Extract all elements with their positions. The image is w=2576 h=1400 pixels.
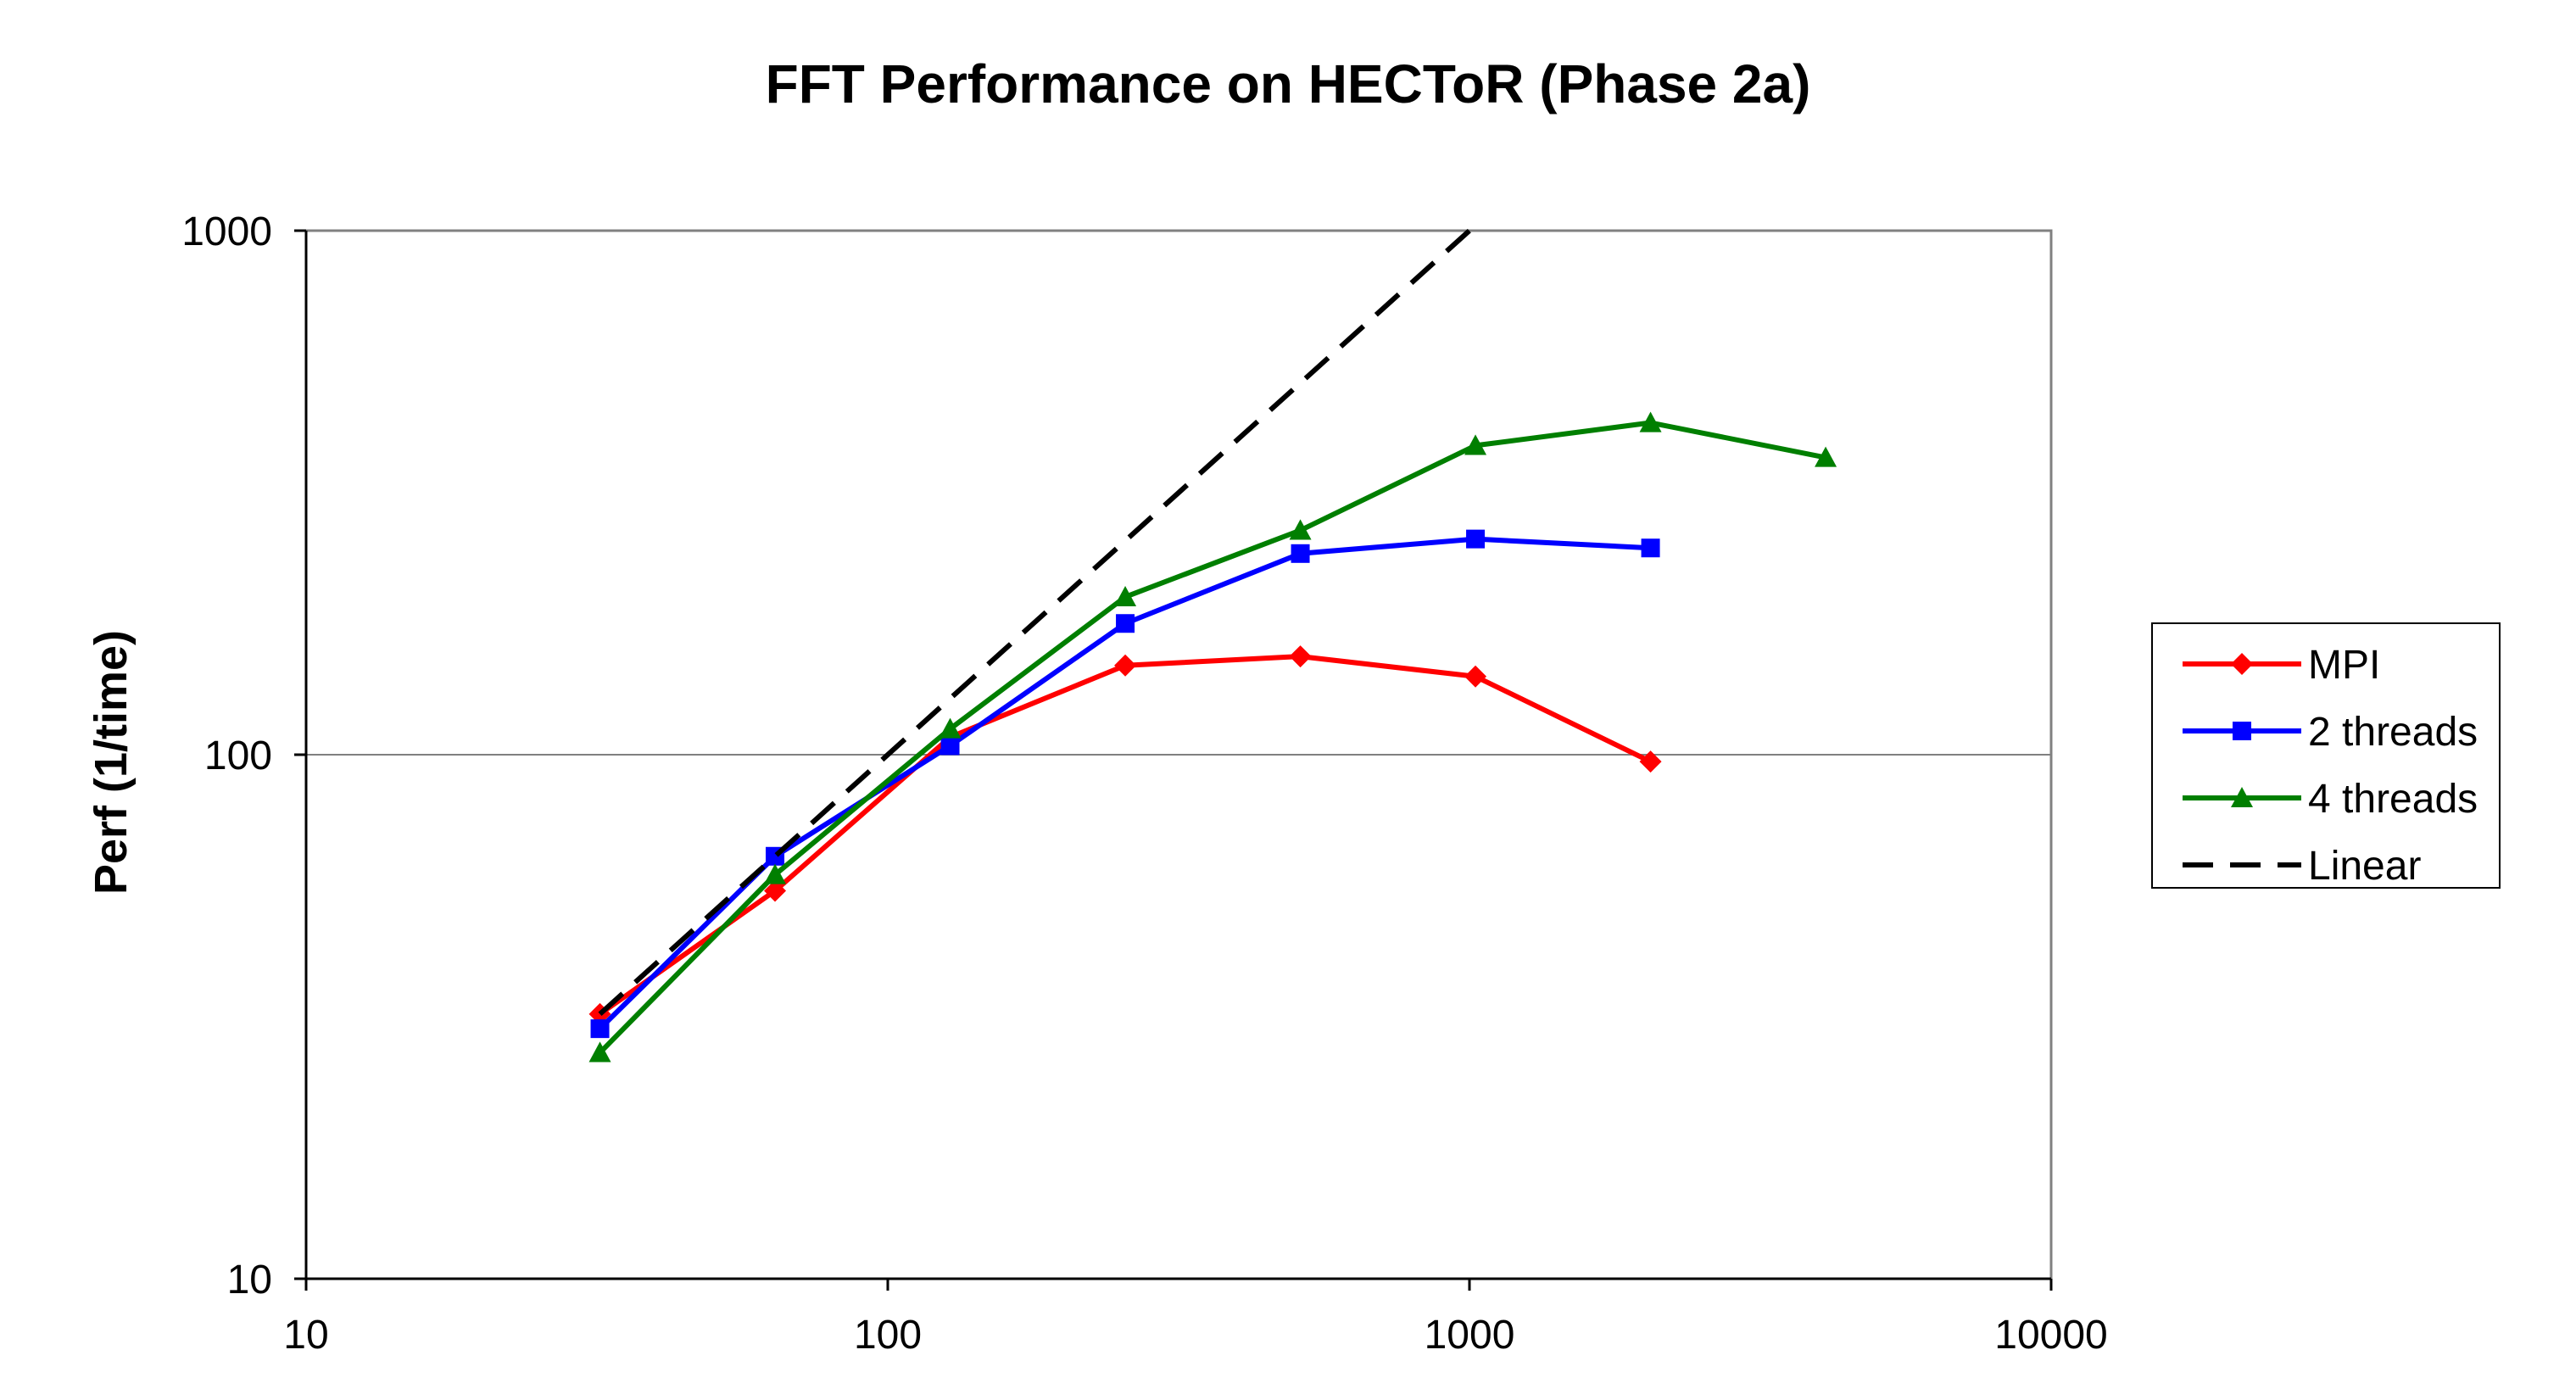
data-point-2-threads: [1466, 529, 1486, 549]
data-point-mpi: [764, 879, 787, 902]
data-point-mpi: [1114, 654, 1137, 677]
legend-marker-2-threads: [2233, 722, 2251, 740]
data-point-4-threads: [939, 717, 962, 739]
data-point-2-threads: [940, 736, 960, 756]
legend-label-4-threads: 4 threads: [2308, 777, 2478, 822]
data-point-2-threads: [590, 1019, 610, 1039]
legend-marker-4-threads: [2231, 787, 2253, 808]
data-point-mpi: [1289, 645, 1312, 668]
y-axis-label: Perf (1/time): [86, 630, 137, 895]
x-tick-label: 100: [854, 1313, 922, 1358]
y-tick-label: 100: [204, 733, 272, 778]
series-layer: [588, 223, 1837, 1063]
series-line-linear: [598, 223, 1478, 1017]
series-linear: [598, 223, 1478, 1017]
data-point-4-threads: [1114, 585, 1137, 607]
chart-title: FFT Performance on HECToR (Phase 2a): [766, 53, 1811, 114]
plot-area: [304, 229, 2053, 1280]
series-4-threads: [588, 411, 1837, 1063]
legend-label-mpi: MPI: [2308, 643, 2380, 688]
data-point-4-threads: [1289, 519, 1312, 540]
data-point-2-threads: [1641, 538, 1660, 558]
data-point-4-threads: [588, 1041, 611, 1063]
data-point-4-threads: [1815, 446, 1837, 467]
data-point-4-threads: [1464, 434, 1487, 455]
data-point-mpi: [1464, 665, 1487, 688]
legend-label-linear: Linear: [2308, 844, 2421, 889]
legend-box: [2151, 622, 2501, 889]
data-point-mpi: [1639, 750, 1662, 773]
x-tick-label: 10000: [1994, 1313, 2107, 1358]
data-point-2-threads: [1291, 544, 1310, 563]
y-tick-label: 1000: [181, 209, 272, 254]
series-2-threads: [590, 529, 1660, 1039]
data-point-4-threads: [1639, 411, 1662, 432]
legend: MPI 2 threads 4 threads Linear: [2151, 622, 2501, 889]
axis-ticks: 10 100 1000 10000 10 100 1000: [181, 209, 2108, 1358]
data-point-2-threads: [1116, 614, 1135, 633]
data-point-4-threads: [764, 863, 787, 884]
series-line-4-threads: [598, 420, 1826, 1055]
x-tick-label: 1000: [1425, 1313, 1515, 1358]
x-tick-label: 10: [283, 1313, 328, 1358]
legend-marker-mpi: [2231, 653, 2253, 675]
legend-label-2-threads: 2 threads: [2308, 710, 2478, 755]
y-tick-label: 10: [227, 1258, 272, 1302]
